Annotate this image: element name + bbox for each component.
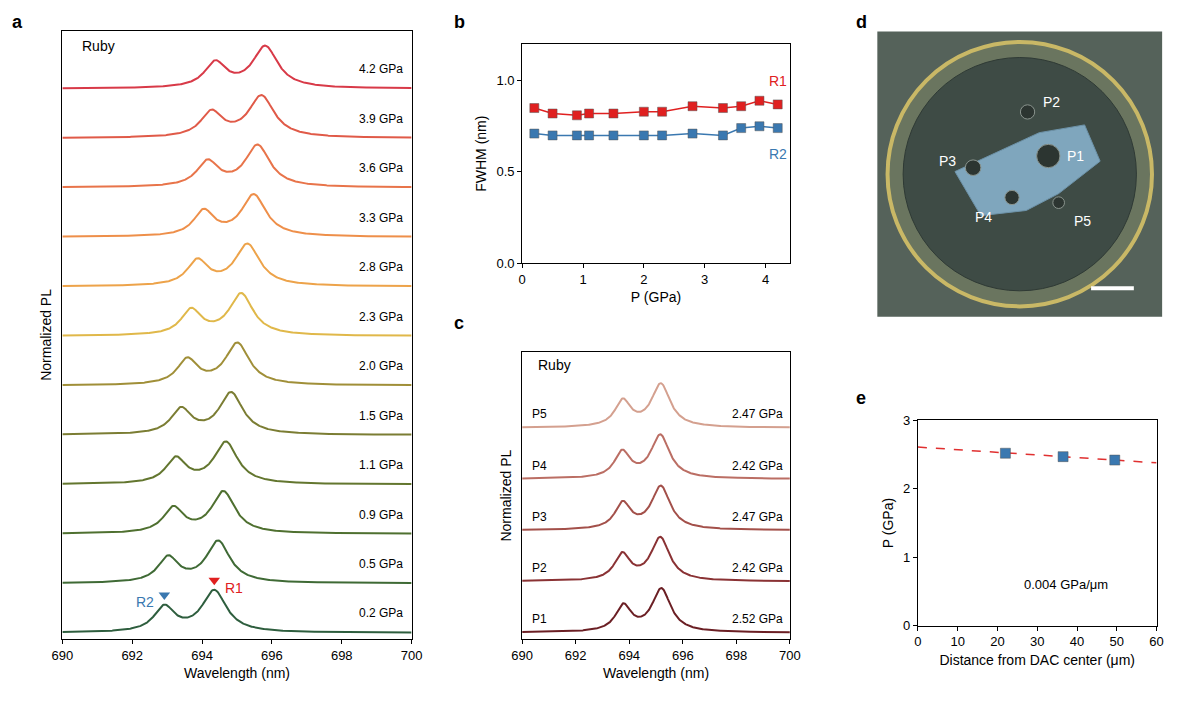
svg-text:d: d [856, 12, 867, 32]
svg-text:3.6 GPa: 3.6 GPa [359, 161, 403, 175]
svg-text:P1: P1 [532, 612, 547, 626]
svg-text:a: a [12, 12, 23, 32]
svg-text:10: 10 [950, 634, 964, 649]
svg-text:2.52 GPa: 2.52 GPa [732, 612, 783, 626]
svg-text:0.5: 0.5 [496, 164, 514, 179]
svg-text:1.5 GPa: 1.5 GPa [359, 409, 403, 423]
svg-text:690: 690 [52, 648, 74, 663]
svg-text:P1: P1 [1067, 148, 1084, 164]
svg-text:Normalized PL: Normalized PL [498, 450, 514, 542]
svg-text:2.42 GPa: 2.42 GPa [732, 561, 783, 575]
svg-text:P3: P3 [939, 153, 956, 169]
svg-text:Wavelength (nm): Wavelength (nm) [184, 665, 290, 681]
svg-text:696: 696 [261, 648, 283, 663]
svg-text:0.004 GPa/μm: 0.004 GPa/μm [1024, 577, 1108, 592]
svg-text:40: 40 [1070, 634, 1084, 649]
svg-text:2.8 GPa: 2.8 GPa [359, 260, 403, 274]
svg-text:3.3 GPa: 3.3 GPa [359, 211, 403, 225]
svg-text:Wavelength (nm): Wavelength (nm) [603, 665, 709, 681]
svg-text:Normalized PL: Normalized PL [38, 289, 54, 381]
svg-text:698: 698 [725, 648, 747, 663]
svg-text:30: 30 [1030, 634, 1044, 649]
svg-text:P (GPa): P (GPa) [631, 289, 681, 305]
svg-text:4.2 GPa: 4.2 GPa [359, 62, 403, 76]
svg-text:P (GPa): P (GPa) [880, 498, 896, 548]
svg-text:P5: P5 [532, 407, 547, 421]
svg-text:R2: R2 [136, 594, 154, 610]
svg-text:1: 1 [903, 550, 910, 565]
svg-text:692: 692 [565, 648, 587, 663]
svg-text:694: 694 [618, 648, 640, 663]
svg-text:0: 0 [903, 618, 910, 633]
svg-text:0: 0 [914, 634, 921, 649]
svg-text:1: 1 [579, 272, 586, 287]
svg-text:692: 692 [121, 648, 143, 663]
svg-text:2.42 GPa: 2.42 GPa [732, 459, 783, 473]
svg-text:0.9 GPa: 0.9 GPa [359, 508, 403, 522]
svg-text:2.0 GPa: 2.0 GPa [359, 359, 403, 373]
svg-text:0.5 GPa: 0.5 GPa [359, 557, 403, 571]
svg-text:FWHM (nm): FWHM (nm) [473, 116, 489, 192]
svg-text:698: 698 [331, 648, 353, 663]
svg-text:2.3 GPa: 2.3 GPa [359, 310, 403, 324]
svg-text:P2: P2 [532, 561, 547, 575]
svg-text:P5: P5 [1074, 213, 1091, 229]
svg-text:Ruby: Ruby [82, 38, 115, 54]
svg-text:P2: P2 [1043, 94, 1060, 110]
svg-text:696: 696 [672, 648, 694, 663]
svg-text:P3: P3 [532, 510, 547, 524]
svg-text:700: 700 [779, 648, 801, 663]
svg-text:b: b [454, 12, 465, 32]
svg-text:Ruby: Ruby [538, 357, 571, 373]
svg-text:0: 0 [519, 272, 526, 287]
svg-text:2: 2 [640, 272, 647, 287]
svg-text:690: 690 [511, 648, 533, 663]
svg-text:c: c [454, 313, 464, 333]
svg-text:2.47 GPa: 2.47 GPa [732, 407, 783, 421]
svg-text:694: 694 [191, 648, 213, 663]
svg-text:50: 50 [1110, 634, 1124, 649]
svg-text:3: 3 [701, 272, 708, 287]
svg-text:1.0: 1.0 [496, 73, 514, 88]
svg-text:2: 2 [903, 481, 910, 496]
svg-text:R1: R1 [769, 73, 787, 89]
svg-text:700: 700 [401, 648, 423, 663]
svg-text:Distance from DAC center (μm): Distance from DAC center (μm) [939, 652, 1135, 668]
svg-text:R1: R1 [225, 580, 243, 596]
svg-text:60: 60 [1149, 634, 1163, 649]
svg-text:e: e [856, 388, 866, 408]
svg-text:R2: R2 [769, 146, 787, 162]
svg-text:20: 20 [990, 634, 1004, 649]
svg-text:4: 4 [762, 272, 769, 287]
svg-text:P4: P4 [975, 209, 992, 225]
svg-text:0.0: 0.0 [496, 256, 514, 271]
svg-text:1.1 GPa: 1.1 GPa [359, 458, 403, 472]
svg-text:2.47 GPa: 2.47 GPa [732, 510, 783, 524]
svg-text:3.9 GPa: 3.9 GPa [359, 112, 403, 126]
svg-text:0.2 GPa: 0.2 GPa [359, 606, 403, 620]
svg-text:P4: P4 [532, 459, 547, 473]
svg-text:3: 3 [903, 413, 910, 428]
